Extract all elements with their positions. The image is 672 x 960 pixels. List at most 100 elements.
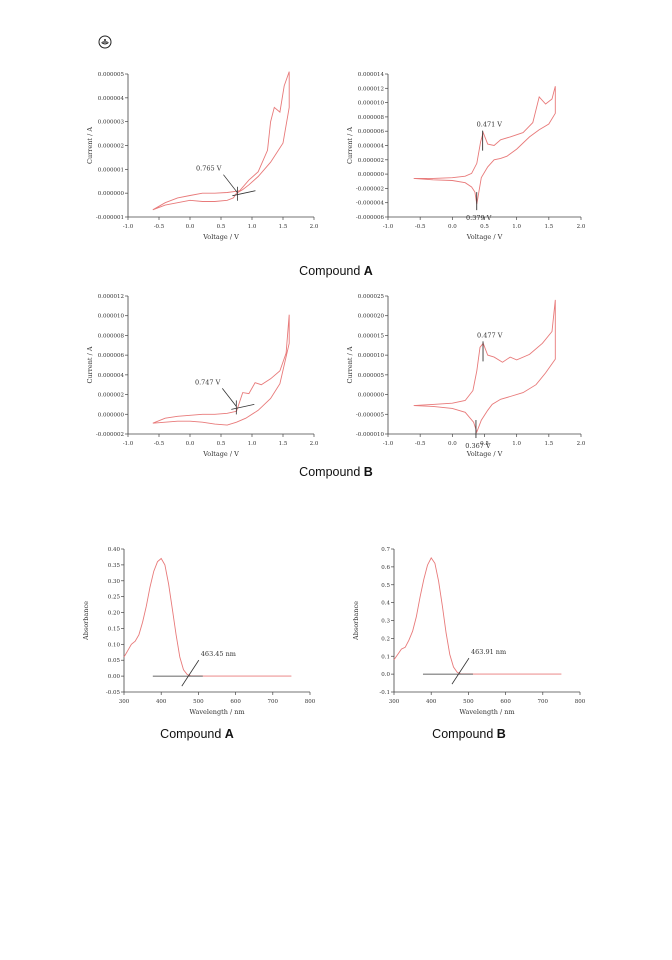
x-tick-label: 0.5 (480, 224, 489, 230)
data-series-line (152, 71, 290, 211)
annotation-tangent (181, 659, 200, 687)
y-tick-label: 0.05 (108, 658, 121, 664)
uv-chart-compound-a: 300 400 500 600 700 800 -0.05 0.00 0.05 0.10 0.15 0… (80, 543, 318, 718)
cv-chart-compound-a-scan-2: -1.0 -0.5 0.0 0.5 1.0 1.5 2.0 -0.000006 -0.00000… (344, 68, 589, 243)
x-tick-label: 2.0 (577, 441, 586, 447)
y-tick-label: 0.2 (381, 636, 390, 642)
data-series-line (123, 557, 292, 677)
cv-chart-compound-b-scan-2: -1.0 -0.5 0.0 0.5 1.0 1.5 2.0 -0.000010 -0.00000… (344, 290, 589, 460)
caption-compound-letter: A (224, 727, 234, 741)
y-tick-label: 0.40 (108, 547, 121, 553)
y-tick-label: 0.25 (108, 595, 121, 601)
x-tick-label: 2.0 (310, 441, 319, 447)
y-tick-label: 0.000002 (358, 158, 384, 164)
x-axis-label: Voltage / V (202, 450, 239, 458)
x-tick-label: 0.0 (448, 441, 457, 447)
x-tick-label: -1.0 (123, 224, 134, 230)
peak-annotation-label: 463.91 nm (471, 648, 506, 656)
cv-chart-compound-b-scan-1: -1.0 -0.5 0.0 0.5 1.0 1.5 2.0 -0.000002 0.000000… (84, 290, 322, 460)
y-tick-label: 0.3 (381, 619, 390, 625)
x-tick-label: 0.5 (480, 441, 489, 447)
y-tick-label: 0.000004 (98, 96, 125, 102)
x-tick-label: -0.5 (415, 224, 426, 230)
x-axis-label: Voltage / V (202, 233, 239, 241)
peak-annotation-label: 463.45 nm (201, 650, 236, 658)
y-tick-label: 0.1 (381, 654, 390, 660)
y-tick-label: -0.000006 (356, 215, 385, 221)
y-tick-label: 0.000008 (358, 115, 385, 121)
x-tick-label: 400 (426, 699, 437, 705)
caption-compound-letter: B (496, 727, 506, 741)
peak-annotation-label: 0.379 V (466, 214, 492, 222)
x-tick-label: 1.0 (248, 441, 257, 447)
y-tick-label: 0.5 (381, 583, 390, 589)
y-axis-label: Current / A (86, 127, 94, 164)
journal-logo-icon (98, 34, 112, 49)
y-axis-label: Absorbance (352, 601, 360, 641)
y-tick-label: 0.000000 (98, 191, 125, 197)
peak-annotation-label: 0.747 V (195, 378, 221, 386)
y-axis-label: Current / A (346, 346, 354, 383)
y-tick-label: 0.10 (108, 642, 121, 648)
x-tick-label: -1.0 (383, 224, 394, 230)
data-series-line (413, 86, 556, 205)
x-tick-label: 1.0 (248, 224, 257, 230)
y-tick-label: -0.05 (106, 690, 121, 696)
annotation-leader (221, 388, 237, 407)
caption-compound-b-cv: Compound B (286, 465, 386, 479)
x-tick-label: 500 (463, 699, 474, 705)
caption-prefix: Compound (160, 727, 225, 741)
peak-annotation-label: 0.367 V (465, 442, 491, 450)
y-tick-label: 0.000000 (358, 393, 385, 399)
y-tick-label: -0.000010 (356, 432, 385, 438)
x-tick-label: -0.5 (415, 441, 426, 447)
data-series-line (413, 299, 556, 434)
y-tick-label: 0.15 (108, 626, 121, 632)
y-tick-label: 0.000000 (358, 172, 385, 178)
y-tick-label: 0.000000 (98, 412, 125, 418)
x-tick-label: 2.0 (310, 224, 319, 230)
x-axis-label: Voltage / V (466, 450, 503, 458)
y-tick-label: -0.1 (379, 690, 390, 696)
x-axis-label: Voltage / V (466, 233, 503, 241)
y-tick-label: 0.000010 (98, 314, 125, 320)
y-tick-label: 0.000001 (98, 167, 124, 173)
y-tick-label: 0.6 (381, 565, 390, 571)
x-tick-label: 1.5 (279, 441, 288, 447)
y-tick-label: 0.000014 (358, 72, 385, 78)
caption-compound-b-uv: Compound B (419, 727, 519, 741)
x-tick-label: 700 (268, 699, 279, 705)
data-series-line (152, 314, 290, 426)
x-tick-label: 0.0 (186, 224, 195, 230)
y-tick-label: 0.000005 (358, 373, 385, 379)
x-axis-label: Wavelength / nm (189, 708, 244, 716)
x-tick-label: 2.0 (577, 224, 586, 230)
annotation-tangent (232, 190, 256, 197)
peak-annotation-label: 0.477 V (477, 331, 503, 339)
y-tick-label: 0.000005 (98, 72, 125, 78)
x-tick-label: 700 (538, 699, 549, 705)
y-tick-label: 0.000008 (98, 333, 125, 339)
x-tick-label: 800 (305, 699, 316, 705)
annotation-tangent (231, 404, 255, 410)
x-tick-label: 1.5 (544, 224, 553, 230)
x-tick-label: -0.5 (154, 224, 165, 230)
y-tick-label: 0.000012 (98, 294, 124, 300)
x-axis-label: Wavelength / nm (459, 708, 514, 716)
x-tick-label: 0.0 (186, 441, 195, 447)
uv-chart-compound-b: 300 400 500 600 700 800 -0.1 0.0 0.1 0.2 0.3 0.4 0.5… (350, 543, 588, 718)
data-series-line (393, 557, 562, 675)
y-tick-label: 0.000004 (358, 144, 385, 150)
y-tick-label: -0.000004 (356, 201, 385, 207)
x-tick-label: 1.0 (512, 224, 521, 230)
y-tick-label: 0.00 (108, 674, 121, 680)
y-tick-label: -0.000001 (96, 215, 124, 221)
y-tick-label: -0.000002 (356, 186, 384, 192)
annotation-tangent (451, 657, 470, 685)
y-axis-label: Absorbance (82, 601, 90, 641)
x-tick-label: 1.5 (279, 224, 288, 230)
y-tick-label: 0.0 (381, 672, 390, 678)
y-tick-label: 0.20 (108, 611, 121, 617)
y-tick-label: 0.000002 (98, 393, 124, 399)
y-tick-label: 0.4 (381, 601, 390, 607)
